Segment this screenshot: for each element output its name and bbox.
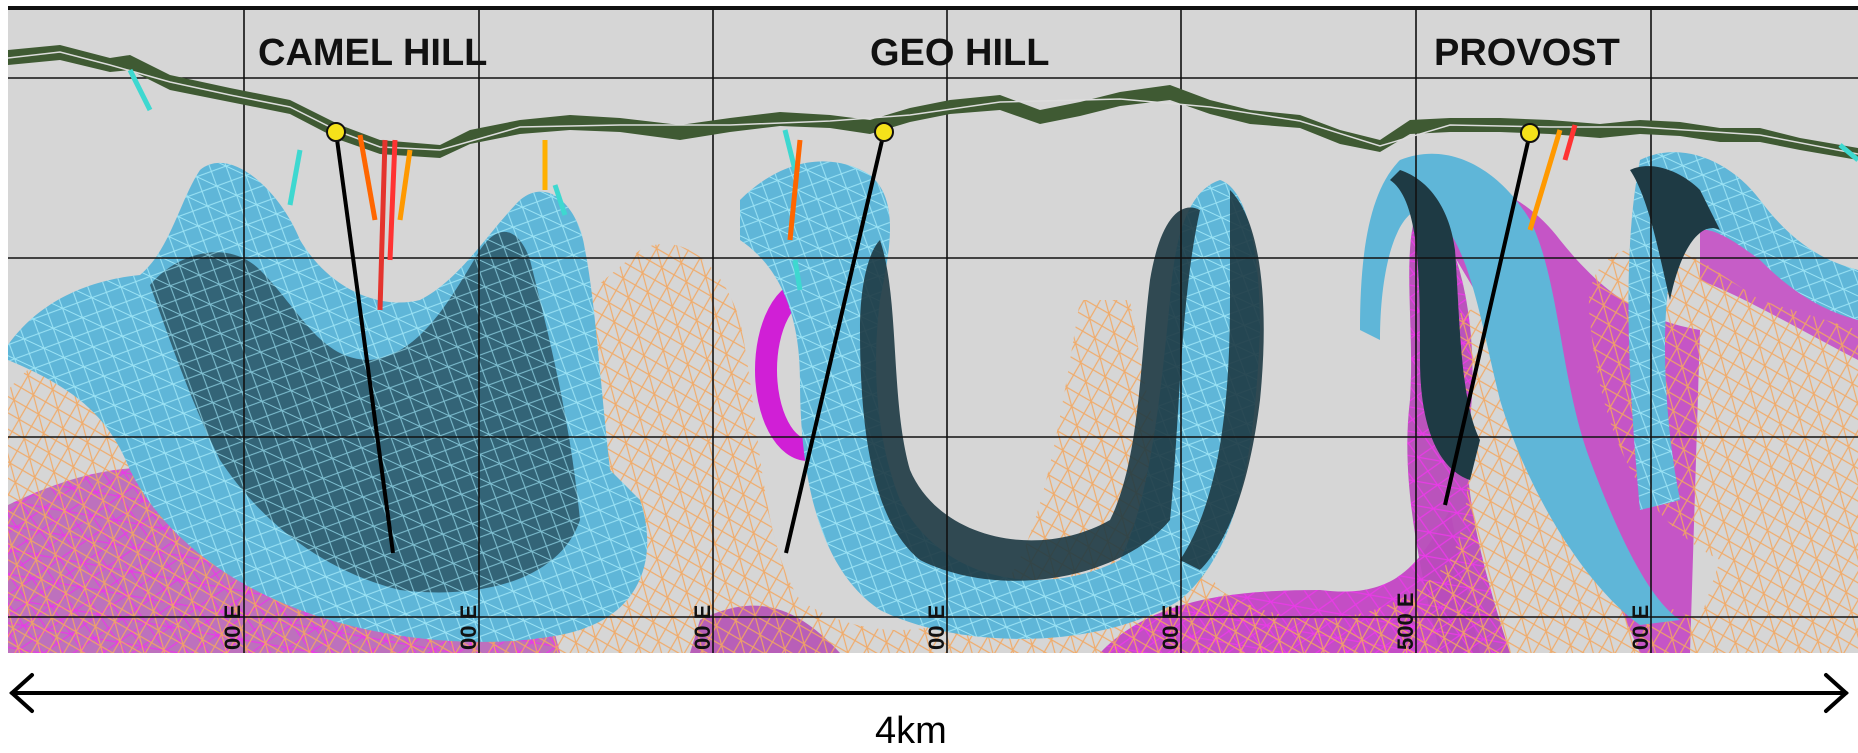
main-drillholes: [334, 131, 1532, 554]
collar-markers: [326, 122, 1540, 143]
easting-tick: 500 E: [1393, 593, 1418, 651]
collar-provost: [1520, 123, 1540, 143]
deposit-label-geo-hill: GEO HILL: [870, 32, 1049, 74]
easting-tick: 00 E: [456, 605, 481, 650]
drill-traces: [127, 68, 1858, 311]
easting-tick: 00 E: [690, 605, 715, 650]
coordinate-grid: [8, 8, 1858, 653]
deposit-label-camel-hill: CAMEL HILL: [258, 32, 487, 74]
easting-tick-labels: 00 E 00 E 00 E 00 E 00 E 500 E 00 E: [220, 593, 1653, 651]
collar-geo-hill: [874, 122, 894, 142]
deposit-label-provost: PROVOST: [1434, 32, 1620, 74]
easting-tick: 00 E: [1158, 605, 1183, 650]
drillhole-provost: [1443, 132, 1532, 506]
folded-unit-dark: [150, 166, 1720, 593]
drillhole-camel-hill: [334, 131, 395, 554]
collar-camel-hill: [326, 122, 346, 142]
topography-surface: [7, 45, 1858, 160]
easting-tick: 00 E: [220, 605, 245, 650]
drillhole-geo-hill: [784, 131, 886, 554]
scale-bar: [9, 673, 1849, 713]
easting-tick: 00 E: [924, 605, 949, 650]
easting-tick: 00 E: [1628, 605, 1653, 650]
scale-bar-label: 4km: [875, 710, 947, 752]
